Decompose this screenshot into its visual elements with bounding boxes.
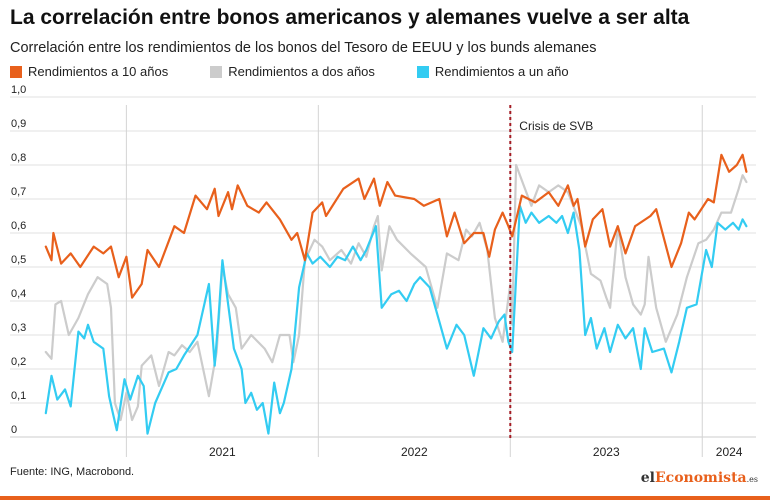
y-tick-label: 0,4 xyxy=(11,288,26,300)
series-line-1 xyxy=(44,163,748,422)
bottom-accent-bar xyxy=(0,496,770,500)
x-tick-label: 2021 xyxy=(209,445,236,459)
legend-item-10y: Rendimientos a 10 años xyxy=(10,64,168,79)
legend-item-2y: Rendimientos a dos años xyxy=(210,64,375,79)
source-note: Fuente: ING, Macrobond. xyxy=(10,466,135,478)
y-tick-label: 0,7 xyxy=(11,186,26,198)
series-line-0 xyxy=(44,153,748,299)
y-tick-label: 0,9 xyxy=(11,118,26,130)
legend-item-1y: Rendimientos a un año xyxy=(416,64,569,79)
chart-title: La correlación entre bonos americanos y … xyxy=(10,6,690,29)
y-tick-label: 1,0 xyxy=(11,84,26,96)
legend-swatch-10y xyxy=(10,65,22,78)
x-tick-label: 2024 xyxy=(716,445,743,459)
y-tick-label: 0,2 xyxy=(11,356,26,368)
year-divider-layer xyxy=(125,105,703,457)
brand-accent: Economista xyxy=(655,470,747,486)
annotation-layer: Crisis de SVB xyxy=(509,105,593,441)
chart-legend: Rendimientos a 10 años Rendimientos a do… xyxy=(10,64,611,79)
series-line-2 xyxy=(44,204,748,435)
legend-label-1y: Rendimientos a un año xyxy=(434,64,569,79)
y-tick-label: 0,3 xyxy=(11,322,26,334)
y-tick-label: 0 xyxy=(11,424,17,436)
series-layer xyxy=(44,153,748,435)
legend-label-2y: Rendimientos a dos años xyxy=(228,64,375,79)
tick-label-layer: 0 0,1 0,2 0,3 0,4 0,5 0,6 0,7 0,8 0,9 1,0 2021 2022 2… xyxy=(11,84,743,459)
legend-swatch-2y xyxy=(210,65,223,78)
annotation-label: Crisis de SVB xyxy=(519,119,593,133)
x-tick-label: 2023 xyxy=(593,445,620,459)
brand-prefix: el xyxy=(640,470,655,486)
brand-suffix: .es xyxy=(746,475,758,484)
y-tick-label: 0,1 xyxy=(11,390,26,402)
y-tick-label: 0,5 xyxy=(11,254,26,266)
y-tick-label: 0,6 xyxy=(11,220,26,232)
y-tick-label: 0,8 xyxy=(11,152,26,164)
chart-subtitle: Correlación entre los rendimientos de lo… xyxy=(10,40,597,56)
x-tick-label: 2022 xyxy=(401,445,428,459)
legend-swatch-1y xyxy=(416,65,429,78)
brand-logo: elEconomista.es xyxy=(641,470,758,486)
legend-label-10y: Rendimientos a 10 años xyxy=(28,64,169,79)
